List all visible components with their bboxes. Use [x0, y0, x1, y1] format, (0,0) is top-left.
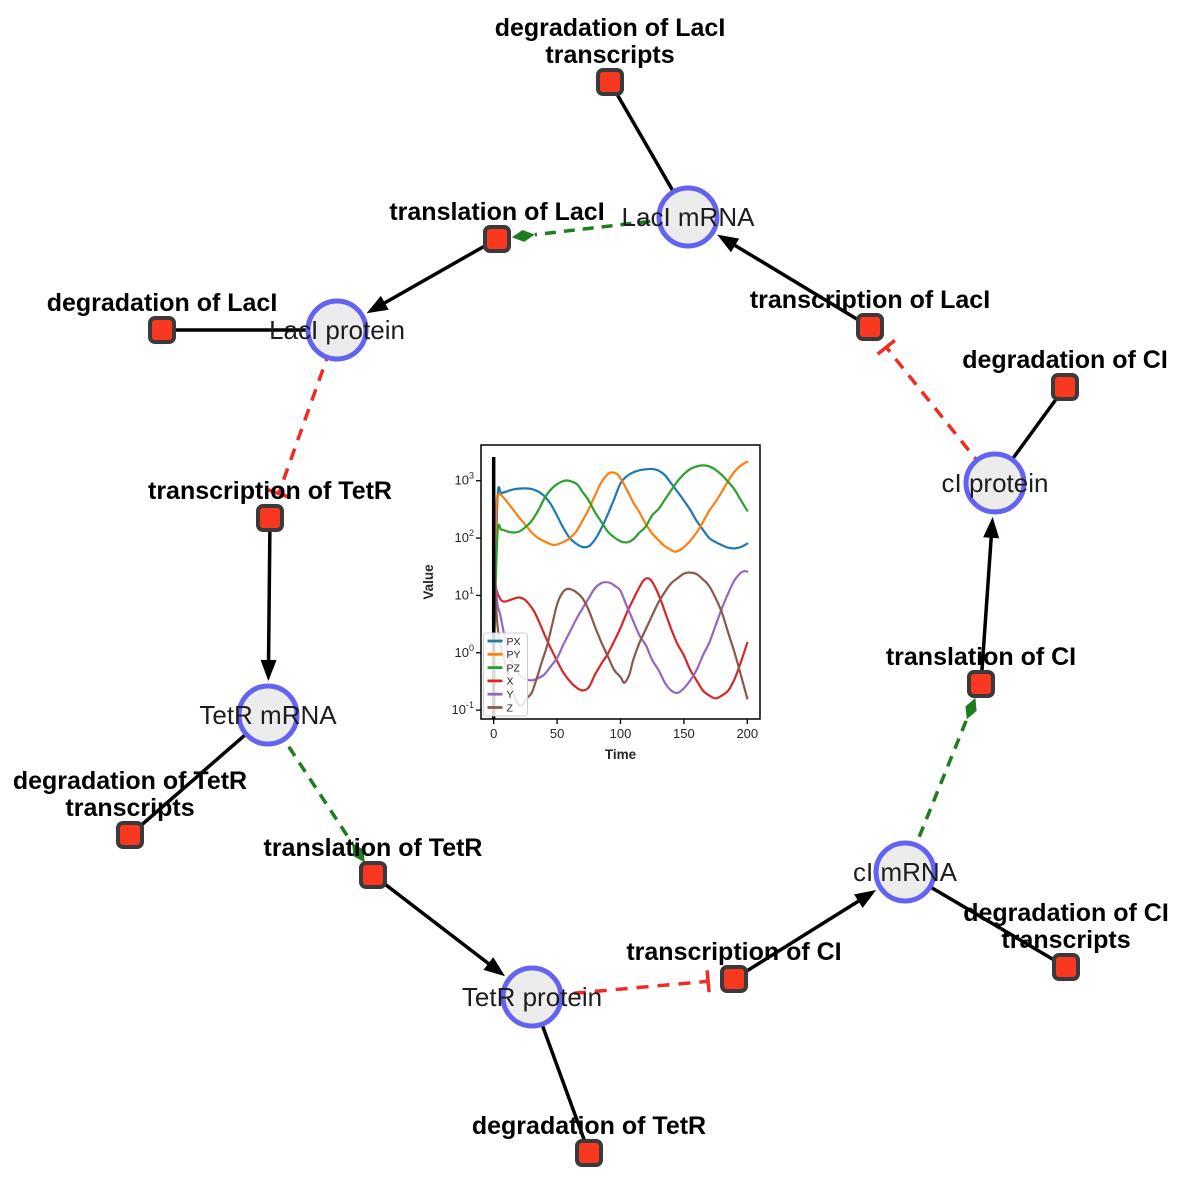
species-label-tetr_protein: TetR protein — [462, 982, 602, 1012]
nodes-layer — [116, 68, 1080, 1167]
labels-layer: degradation of LacItranscriptstranslatio… — [13, 14, 1169, 1140]
series-line-X — [493, 571, 749, 700]
x-tick-label-100: 100 — [610, 726, 632, 741]
y-tick-label-1e2: 102 — [455, 528, 474, 545]
edge-production-transc_tetr-tetr_mrna — [260, 517, 277, 682]
reaction-label-deg_tetr_tr: degradation of TetR — [13, 767, 247, 795]
x-tick-label-200: 200 — [736, 726, 758, 741]
reaction-node-deg_ci[interactable] — [1051, 373, 1079, 401]
reaction-label-transl_tetr: translation of TetR — [264, 834, 483, 862]
reaction-node-deg_laci_tr[interactable] — [596, 68, 624, 96]
reaction-label-deg_tetr: degradation of TetR — [472, 1112, 706, 1140]
species-node-tetr_mrna[interactable] — [236, 683, 300, 747]
reaction-label-deg_ci: degradation of CI — [962, 346, 1168, 374]
y-tick-label-1e1: 101 — [455, 585, 474, 602]
species-node-tetr_protein[interactable] — [500, 965, 564, 1029]
legend-label-PZ: PZ — [507, 662, 521, 674]
reaction-node-transc_ci[interactable] — [720, 965, 748, 993]
reaction-label-transc_laci: transcription of LacI — [750, 286, 990, 314]
species-label-laci_mrna: LacI mRNA — [622, 202, 756, 232]
reaction-node-transc_laci[interactable] — [856, 313, 884, 341]
y-tick-label-1e0: 100 — [455, 643, 474, 660]
x-tick-label-0: 0 — [490, 726, 497, 741]
reaction-node-deg_laci[interactable] — [148, 316, 176, 344]
time-series-plot: 0 50 100 150 20010-1100101102103TimeValuePXP… — [421, 444, 761, 762]
species-label-laci_protein: LacI protein — [269, 315, 405, 345]
edge-production-transc_ci-ci_mrna — [733, 890, 877, 981]
reaction-node-transl_ci[interactable] — [967, 670, 995, 698]
legend-label-Z: Z — [507, 702, 514, 714]
reaction-label-transl_laci: translation of LacI — [389, 198, 604, 226]
species-node-laci_mrna[interactable] — [656, 185, 720, 249]
species-label-ci_protein: cI protein — [942, 468, 1049, 498]
reaction-label-deg_laci_tr: transcripts — [545, 41, 674, 69]
x-tick-label-50: 50 — [550, 726, 564, 741]
series-line-PZ — [493, 464, 749, 637]
species-node-laci_protein[interactable] — [305, 298, 369, 362]
reaction-node-transl_laci[interactable] — [483, 225, 511, 253]
edge-production-transl_laci-laci_protein — [366, 237, 498, 314]
legend-label-Y: Y — [507, 689, 514, 701]
reaction-node-deg_tetr[interactable] — [575, 1139, 603, 1167]
legend-label-PX: PX — [507, 636, 521, 648]
edge-production-transl_tetr-tetr_protein — [371, 873, 506, 977]
reaction-label-transc_ci: transcription of CI — [626, 938, 841, 966]
edge-production-transc_laci-laci_mrna — [717, 234, 871, 329]
reaction-node-transl_tetr[interactable] — [359, 861, 387, 889]
reaction-node-deg_ci_tr[interactable] — [1052, 953, 1080, 981]
reaction-label-deg_ci_tr: degradation of CI — [963, 899, 1169, 927]
edge-production-transl_ci-ci_protein — [979, 516, 1000, 685]
reaction-label-deg_laci: degradation of LacI — [47, 289, 278, 317]
reaction-label-deg_ci_tr: transcripts — [1001, 926, 1130, 954]
reaction-label-transl_ci: translation of CI — [886, 643, 1076, 671]
reaction-label-deg_tetr_tr: transcripts — [65, 794, 194, 822]
y-axis-label: Value — [421, 564, 436, 600]
reaction-label-deg_laci_tr: degradation of LacI — [495, 14, 726, 42]
species-node-ci_protein[interactable] — [963, 451, 1027, 515]
y-tick-label-1e-1: 10-1 — [452, 700, 474, 717]
species-label-ci_mrna: cI mRNA — [853, 857, 958, 887]
y-tick-label-1e3: 103 — [455, 471, 474, 488]
x-tick-label-150: 150 — [673, 726, 695, 741]
legend-label-PY: PY — [507, 649, 521, 661]
series-line-PX — [493, 467, 749, 637]
series-line-Z — [493, 571, 749, 707]
x-axis-label: Time — [605, 747, 637, 762]
reaction-label-transc_tetr: transcription of TetR — [148, 477, 392, 505]
species-node-ci_mrna[interactable] — [873, 840, 937, 904]
reaction-node-deg_tetr_tr[interactable] — [116, 821, 144, 849]
reaction-node-transc_tetr[interactable] — [256, 504, 284, 532]
species-label-tetr_mrna: TetR mRNA — [199, 700, 337, 730]
legend-label-X: X — [507, 676, 514, 688]
